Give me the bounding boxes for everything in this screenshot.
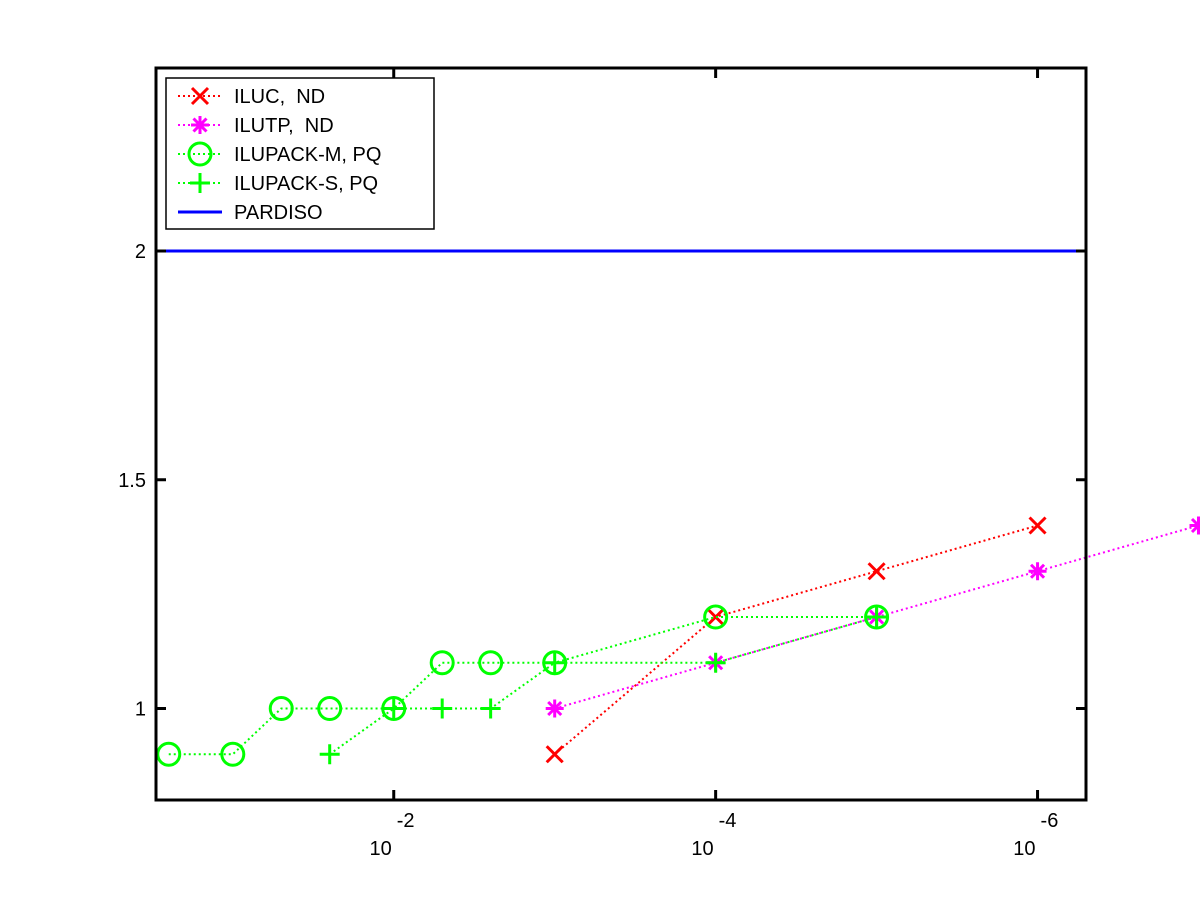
data-point-2-3 — [317, 696, 343, 721]
data-point-2-5 — [429, 650, 455, 676]
data-point-0-2 — [867, 562, 886, 581]
legend-item-4: PARDISO — [178, 202, 323, 224]
plot-frame — [154, 66, 1088, 802]
data-point-2-4 — [381, 696, 407, 721]
legend-marker-2 — [187, 141, 213, 167]
x-tick-exponent: -2 — [397, 810, 415, 832]
data-point-0-1 — [706, 607, 725, 627]
y-tick-label: 2 — [135, 241, 146, 263]
legend-label: ILUC, ND — [234, 86, 325, 108]
series-3 — [319, 607, 887, 765]
data-point-3-6 — [866, 607, 887, 627]
data-point-2-6 — [478, 650, 504, 676]
x-tick-base: 10 — [691, 838, 713, 860]
data-point-2-2 — [268, 696, 294, 721]
legend-marker-1 — [191, 116, 209, 134]
legend-label: ILUPACK-M, PQ — [234, 144, 381, 166]
x-tick-base: 10 — [369, 838, 391, 860]
ticks-layer: 1 1.5 2 -2 10 -4 10 -6 10 — [118, 68, 1086, 860]
legend-item-0: ILUC, ND — [178, 86, 325, 108]
legend-item-3: ILUPACK-S, PQ — [178, 173, 378, 195]
x-tick-exponent: -4 — [719, 810, 737, 832]
legend-item-1: ILUTP, ND — [178, 115, 334, 137]
data-point-0-0 — [545, 745, 564, 764]
data-point-3-4 — [544, 652, 565, 673]
data-point-2-8 — [703, 604, 729, 630]
series-line-1 — [554, 524, 1199, 710]
data-point-3-3 — [480, 698, 501, 719]
series-line-0 — [554, 524, 1038, 756]
data-point-3-5 — [705, 652, 726, 673]
series-line-2 — [168, 616, 877, 756]
data-point-0-3 — [1028, 516, 1047, 535]
data-point-2-1 — [220, 741, 246, 767]
legend-label: ILUTP, ND — [234, 115, 334, 137]
data-point-2-0 — [156, 741, 182, 767]
legend-label: PARDISO — [234, 202, 323, 224]
legend-item-2: ILUPACK-M, PQ — [178, 141, 381, 167]
data-point-1-4 — [1189, 516, 1200, 535]
data-point-3-2 — [432, 698, 453, 719]
y-tick-label: 1.5 — [118, 470, 146, 492]
legend: ILUC, ND ILUTP, ND ILUPACK-M, PQ ILUPACK-S,… — [165, 77, 435, 230]
data-point-1-0 — [545, 699, 564, 718]
legend-marker-3 — [190, 173, 210, 193]
x-tick-exponent: -6 — [1041, 810, 1059, 832]
x-tick-base: 10 — [1013, 838, 1035, 860]
data-point-3-1 — [383, 698, 404, 719]
series-layer — [156, 516, 1200, 767]
legend-marker-0 — [190, 86, 210, 106]
legend-label: ILUPACK-S, PQ — [234, 173, 378, 195]
data-point-2-9 — [864, 604, 890, 630]
series-0 — [545, 516, 1047, 764]
data-point-1-3 — [1028, 562, 1047, 581]
data-point-3-0 — [319, 744, 340, 765]
y-tick-label: 1 — [135, 699, 146, 721]
